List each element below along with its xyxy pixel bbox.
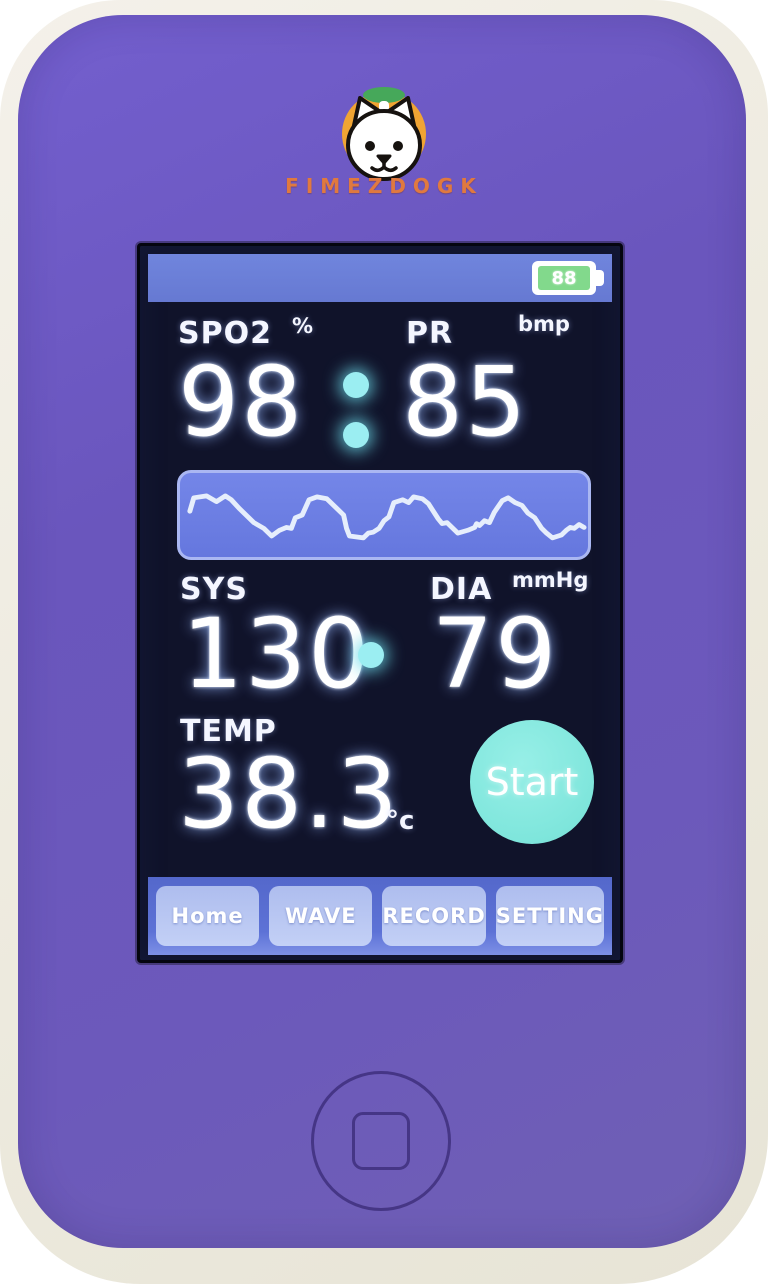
dia-unit: mmHg: [512, 568, 589, 592]
sys-value: 130: [182, 598, 372, 710]
nav-record-label: RECORD: [382, 904, 486, 928]
screen-nav-bar: Home WAVE RECORD SETTING: [148, 877, 612, 955]
spo2-unit: %: [292, 314, 314, 338]
dog-mascot-icon: [342, 87, 426, 181]
nav-home-button[interactable]: Home: [156, 886, 260, 946]
brand-logo: [0, 84, 768, 184]
dia-label: DIA: [430, 572, 493, 607]
brand-name: FIMEZDOGK: [285, 174, 483, 198]
colon-dot-bottom: [343, 422, 369, 448]
status-bar: 88: [148, 254, 612, 302]
start-button[interactable]: Start: [470, 720, 594, 844]
nav-record-button[interactable]: RECORD: [382, 886, 486, 946]
monitor-screen: 88 SPO2 % PR bmp 98 85 SYS DIA mmHg 130 …: [137, 243, 623, 963]
spo2-value: 98: [178, 346, 305, 458]
temp-unit: °c: [386, 806, 415, 836]
battery-icon: 88: [532, 261, 604, 295]
dia-value: 79: [432, 598, 559, 710]
home-button-square-icon: [352, 1112, 410, 1170]
hardware-home-button[interactable]: [311, 1071, 451, 1211]
start-button-label: Start: [485, 760, 579, 804]
pr-label: PR: [406, 316, 454, 351]
pleth-waveform-trace: [187, 493, 587, 541]
nav-setting-button[interactable]: SETTING: [495, 886, 604, 946]
nav-setting-label: SETTING: [495, 904, 604, 928]
colon-dot-top: [343, 372, 369, 398]
sys-label: SYS: [180, 572, 248, 607]
nav-wave-label: WAVE: [284, 904, 357, 928]
temp-value: 38.3: [178, 738, 400, 850]
battery-level: 88: [538, 266, 590, 290]
pr-value: 85: [402, 346, 529, 458]
nav-home-label: Home: [171, 904, 244, 928]
temp-label: TEMP: [180, 714, 277, 749]
bp-separator-dot: [358, 642, 384, 668]
nav-wave-button[interactable]: WAVE: [269, 886, 373, 946]
pleth-waveform-panel: [177, 470, 591, 560]
spo2-label: SPO2: [178, 316, 272, 351]
pr-unit: bmp: [518, 312, 570, 336]
